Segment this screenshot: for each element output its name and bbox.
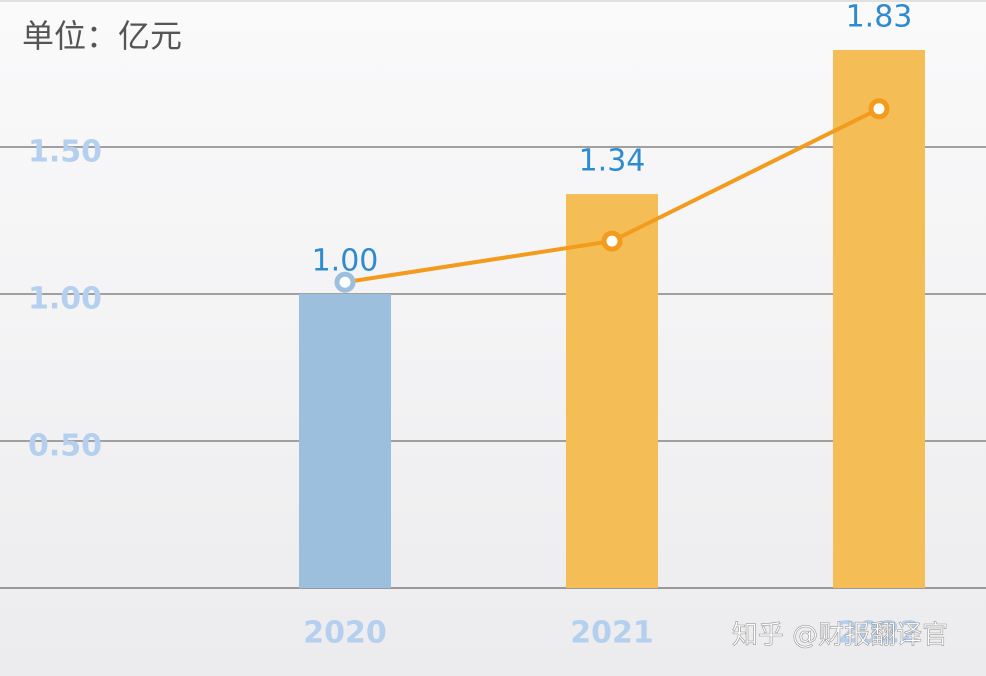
x-tick-label: 2020	[303, 616, 387, 651]
unit-label: 单位：亿元	[22, 17, 182, 55]
bar	[299, 294, 391, 588]
value-label: 1.34	[579, 144, 646, 179]
bar	[833, 49, 925, 589]
bar	[566, 194, 658, 589]
y-tick-label: 1.50	[28, 135, 102, 170]
y-tick-label: 1.00	[28, 282, 102, 317]
watermark: 知乎 @财报翻译官	[732, 621, 948, 651]
line-point	[601, 230, 623, 252]
line-point	[868, 98, 890, 120]
x-tick-label: 2021	[570, 616, 654, 651]
value-label: 1.83	[846, 0, 913, 34]
line-point	[334, 271, 356, 293]
x-tick-label: 2022	[837, 616, 921, 651]
y-tick-label: 0.50	[28, 429, 102, 464]
